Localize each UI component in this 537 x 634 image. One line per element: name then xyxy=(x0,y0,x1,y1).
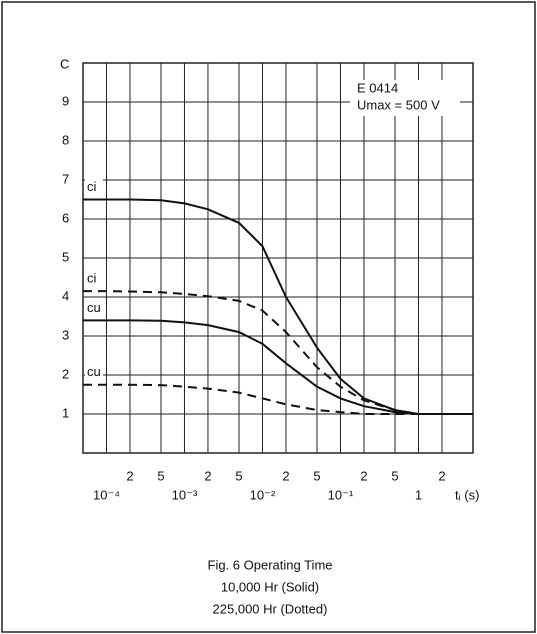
y-axis-label: C xyxy=(60,56,69,71)
series-line xyxy=(83,383,473,415)
annotation: Umax = 500 V xyxy=(357,97,440,112)
annotation: E 0414 xyxy=(357,80,398,95)
caption: Fig. 6 Operating Time xyxy=(208,557,333,572)
x-tick-label: 2 xyxy=(282,468,289,483)
series-label-bg xyxy=(85,364,103,380)
x-tick-label: 10⁻¹ xyxy=(328,487,354,502)
x-tick-label: 10⁻² xyxy=(250,487,276,502)
y-tick-label: 9 xyxy=(62,93,69,108)
x-tick-label: 5 xyxy=(157,468,164,483)
series-label-bg xyxy=(85,300,103,316)
x-tick-label: 1 xyxy=(415,487,422,502)
annotation-bg xyxy=(350,80,460,116)
x-tick-label: 10⁻⁴ xyxy=(93,487,120,502)
series-label: ci xyxy=(87,271,97,286)
x-tick-label: 2 xyxy=(204,468,211,483)
series-label: cu xyxy=(87,364,101,379)
caption: 225,000 Hr (Dotted) xyxy=(213,601,328,616)
x-tick-label: 5 xyxy=(313,468,320,483)
x-tick-label: 2 xyxy=(126,468,133,483)
y-tick-label: 2 xyxy=(62,366,69,381)
x-tick-label: 5 xyxy=(391,468,398,483)
series-label: cu xyxy=(87,300,101,315)
x-tick-label: 10⁻³ xyxy=(172,487,198,502)
y-tick-label: 1 xyxy=(62,405,69,420)
y-tick-label: 8 xyxy=(62,132,69,147)
x-tick-label: 2 xyxy=(360,468,367,483)
y-tick-label: 5 xyxy=(62,249,69,264)
x-tick-label: 5 xyxy=(235,468,242,483)
x-axis-label: tᵢ (s) xyxy=(455,487,479,502)
series-line xyxy=(83,319,473,415)
series-label: ci xyxy=(87,179,97,194)
caption: 10,000 Hr (Solid) xyxy=(221,579,319,594)
x-tick-label: 2 xyxy=(438,468,445,483)
y-tick-label: 3 xyxy=(62,327,69,342)
series-label-bg xyxy=(85,179,103,195)
y-tick-label: 4 xyxy=(62,288,69,303)
series-label-bg xyxy=(85,271,103,287)
y-tick-label: 6 xyxy=(62,210,69,225)
y-tick-label: 7 xyxy=(62,171,69,186)
